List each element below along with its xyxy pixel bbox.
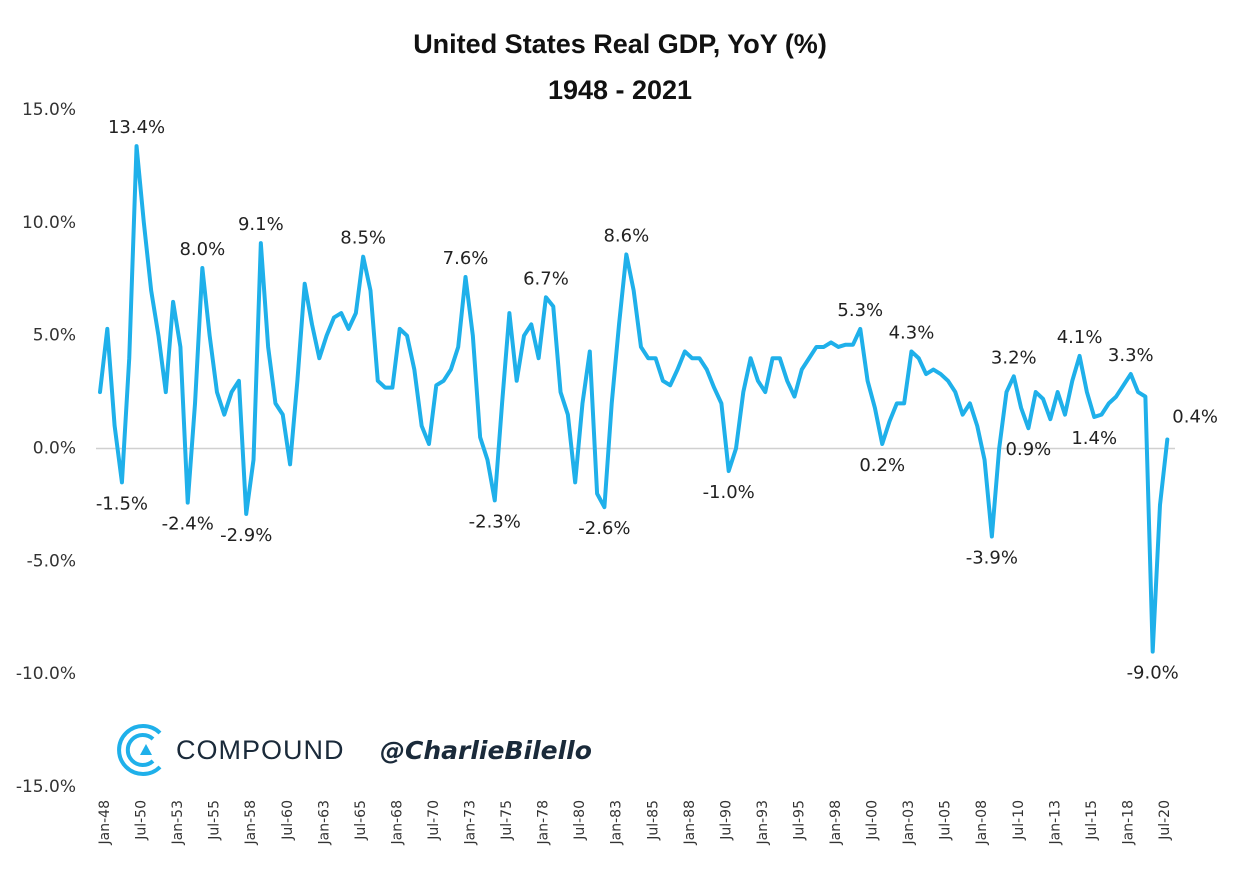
data-label: -2.9% xyxy=(220,525,272,546)
x-tick-label: Jul-60 xyxy=(280,800,296,841)
x-tick-label: Jul-50 xyxy=(134,800,150,841)
data-label: 8.0% xyxy=(179,239,225,260)
watermark-brand: COMPOUND xyxy=(176,735,345,765)
data-label: 4.1% xyxy=(1057,327,1103,348)
x-tick-label: Jan-48 xyxy=(97,800,113,845)
data-label: 3.2% xyxy=(991,347,1037,368)
y-tick-label: 0.0% xyxy=(33,439,76,459)
chart-subtitle: 1948 - 2021 xyxy=(548,75,692,105)
data-label: -9.0% xyxy=(1127,663,1179,684)
data-label: -3.9% xyxy=(966,548,1018,569)
x-tick-label: Jan-83 xyxy=(609,800,625,845)
y-tick-label: 10.0% xyxy=(22,213,76,233)
chart-title: United States Real GDP, YoY (%) xyxy=(413,29,827,59)
data-label: 0.2% xyxy=(859,455,905,476)
x-tick-label: Jul-55 xyxy=(207,800,223,841)
y-tick-label: 15.0% xyxy=(22,100,76,120)
logo-ring xyxy=(117,724,162,776)
data-label: -1.0% xyxy=(703,482,755,503)
data-label: 1.4% xyxy=(1071,428,1117,449)
x-tick-label: Jul-85 xyxy=(645,800,661,841)
data-label: -2.4% xyxy=(162,514,214,535)
data-label: 0.4% xyxy=(1172,406,1218,427)
data-label: 6.7% xyxy=(523,268,569,289)
data-label: 13.4% xyxy=(108,117,165,138)
x-tick-label: Jul-05 xyxy=(938,800,954,841)
logo-triangle xyxy=(140,744,152,755)
data-label: 4.3% xyxy=(889,322,935,343)
x-tick-label: Jan-73 xyxy=(463,800,479,845)
x-tick-label: Jan-58 xyxy=(243,800,259,845)
x-tick-label: Jan-93 xyxy=(755,800,771,845)
data-label: -2.3% xyxy=(469,511,521,532)
x-tick-label: Jan-53 xyxy=(170,800,186,845)
data-label: 8.6% xyxy=(603,225,649,246)
y-tick-label: -10.0% xyxy=(16,664,76,684)
data-label: -2.6% xyxy=(578,518,630,539)
logo: COMPOUND @CharlieBilello xyxy=(117,724,592,776)
x-tick-label: Jul-90 xyxy=(718,800,734,841)
y-tick-label: -5.0% xyxy=(27,551,76,571)
data-label: 5.3% xyxy=(837,300,883,321)
watermark-handle: @CharlieBilello xyxy=(380,736,592,765)
x-tick-label: Jan-18 xyxy=(1120,800,1136,845)
y-tick-label: -15.0% xyxy=(16,777,76,797)
data-label: 3.3% xyxy=(1108,345,1154,366)
data-label: -1.5% xyxy=(96,493,148,514)
x-tick-label: Jan-13 xyxy=(1047,800,1063,845)
x-tick-label: Jul-65 xyxy=(353,800,369,841)
x-tick-label: Jul-80 xyxy=(572,800,588,841)
series-line xyxy=(98,144,1170,654)
x-tick-label: Jul-95 xyxy=(791,800,807,841)
x-tick-label: Jan-63 xyxy=(316,800,332,845)
data-label: 8.5% xyxy=(340,228,386,249)
x-tick-label: Jan-78 xyxy=(536,800,552,845)
data-label: 7.6% xyxy=(443,248,489,269)
x-tick-label: Jul-15 xyxy=(1084,800,1100,841)
y-tick-label: 5.0% xyxy=(33,326,76,346)
logo-ring-inner xyxy=(125,733,155,767)
x-tick-label: Jan-88 xyxy=(682,800,698,845)
x-tick-label: Jan-03 xyxy=(901,800,917,845)
x-tick-label: Jul-20 xyxy=(1157,800,1173,841)
data-label: 0.9% xyxy=(1006,439,1052,460)
x-tick-label: Jan-98 xyxy=(828,800,844,845)
data-label: 9.1% xyxy=(238,214,284,235)
x-tick-label: Jul-00 xyxy=(865,800,881,841)
x-tick-label: Jan-08 xyxy=(974,800,990,845)
x-tick-label: Jul-75 xyxy=(499,800,515,841)
x-tick-label: Jan-68 xyxy=(389,800,405,845)
x-tick-label: Jul-70 xyxy=(426,800,442,841)
x-tick-label: Jul-10 xyxy=(1011,800,1027,841)
